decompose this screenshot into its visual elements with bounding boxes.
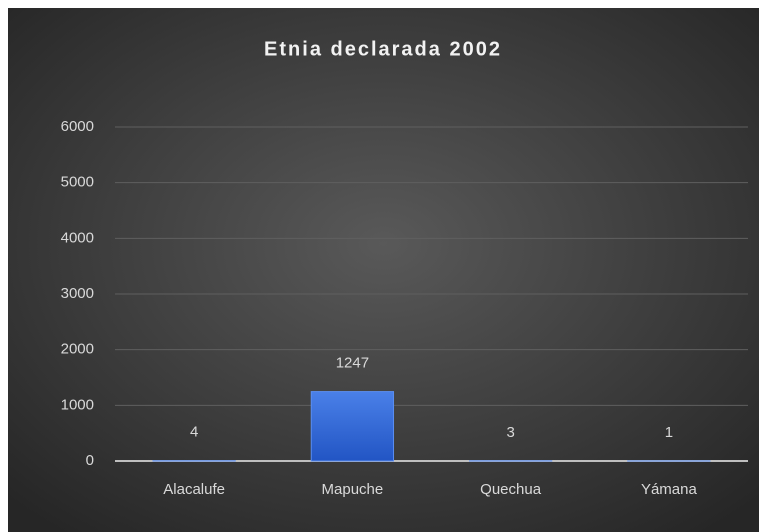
data-label: 3 xyxy=(506,424,514,441)
x-tick-label: Yámana xyxy=(641,481,698,498)
y-tick-label: 0 xyxy=(86,452,94,469)
y-tick-label: 1000 xyxy=(61,396,94,413)
y-tick-label: 4000 xyxy=(61,229,94,246)
bar xyxy=(310,391,395,462)
y-tick-label: 6000 xyxy=(61,118,94,135)
y-tick-label: 5000 xyxy=(61,174,94,191)
data-label: 4 xyxy=(190,424,198,441)
chart-title: Etnia declarada 2002 xyxy=(264,38,502,60)
data-label: 1247 xyxy=(336,355,369,372)
data-label: 1 xyxy=(665,424,673,441)
y-tick-label: 3000 xyxy=(61,285,94,302)
y-tick-label: 2000 xyxy=(61,341,94,358)
x-tick-label: Quechua xyxy=(480,481,542,498)
x-tick-label: Alacalufe xyxy=(163,481,225,498)
x-tick-label: Mapuche xyxy=(322,481,384,498)
